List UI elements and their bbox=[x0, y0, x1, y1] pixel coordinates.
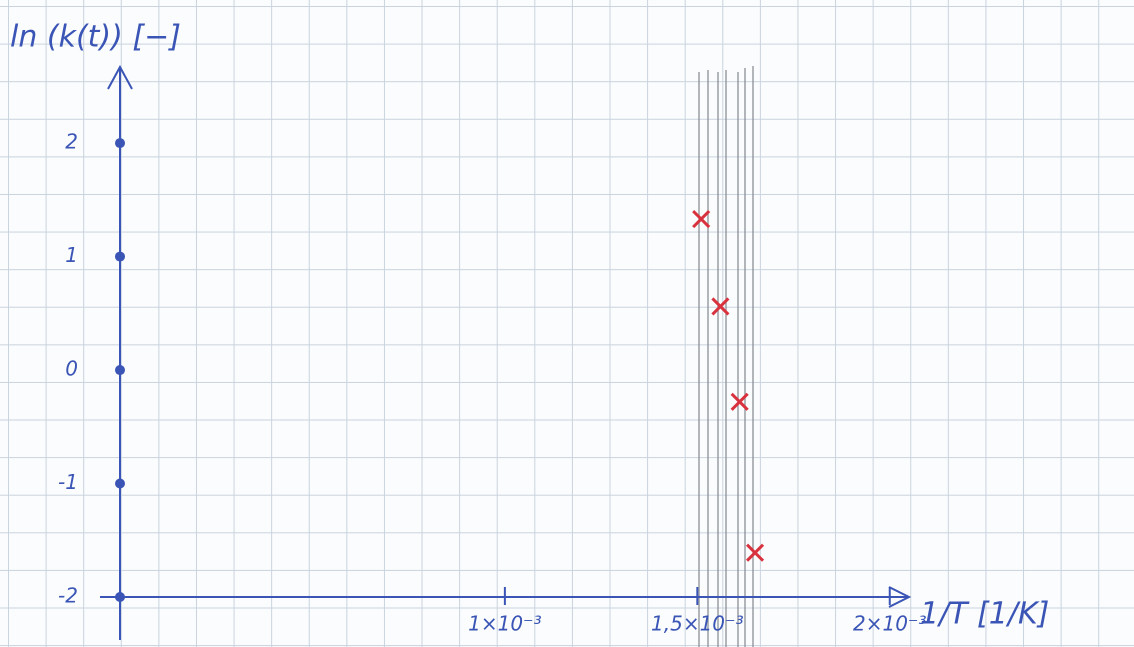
y-axis-label: ln (k(t)) [−] bbox=[10, 20, 181, 55]
y-tick-label: 1 bbox=[65, 243, 78, 267]
page: {"chart_data": {"type": "scatter", "y_la… bbox=[0, 0, 1134, 647]
y-tick-mark bbox=[115, 592, 125, 602]
y-tick-label: 0 bbox=[65, 357, 78, 381]
x-tick-label: 2×10⁻³ bbox=[853, 612, 927, 636]
x-axis-label: 1/T [1/K] bbox=[920, 597, 1049, 632]
y-tick-mark bbox=[115, 252, 125, 262]
y-axis bbox=[108, 67, 132, 640]
y-tick-label: 2 bbox=[65, 130, 78, 154]
chart: ln (k(t)) [−] 1/T [1/K] -2 -1 0 1 2 1×10⁻³ 1,5… bbox=[0, 0, 1134, 647]
x-tick-label: 1×10⁻³ bbox=[468, 612, 542, 636]
y-tick-mark bbox=[115, 138, 125, 148]
y-tick-label: -1 bbox=[58, 470, 78, 494]
y-tick-mark bbox=[115, 479, 125, 489]
point bbox=[693, 211, 709, 227]
point bbox=[747, 545, 763, 561]
x-tick-label: 1,5×10⁻³ bbox=[651, 612, 744, 636]
y-tick-mark bbox=[115, 365, 125, 375]
y-tick-label: -2 bbox=[58, 584, 78, 608]
guide-lines bbox=[699, 66, 753, 647]
